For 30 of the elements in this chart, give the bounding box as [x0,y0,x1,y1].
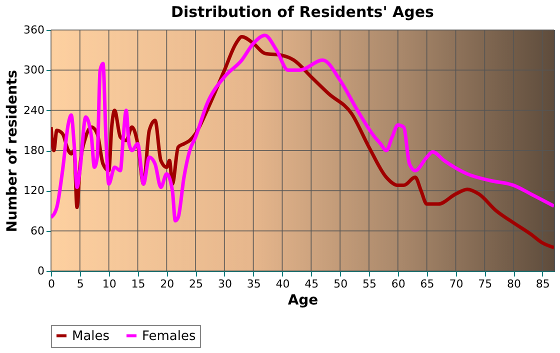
x-tick-label: 70 [449,278,464,290]
x-axis-title: Age [288,292,318,308]
x-tick-label: 30 [218,278,232,290]
x-tick-label: 80 [507,278,522,290]
y-tick-label: 60 [30,224,44,238]
x-tick-label: 0 [48,278,55,290]
y-tick-label: 0 [38,264,44,278]
x-tick-label: 15 [131,278,146,290]
x-tick-label: 40 [276,278,290,290]
y-tick-label: 360 [24,24,44,36]
y-axis-title: Number of residents [4,70,21,232]
x-tick-label: 50 [334,278,348,290]
x-tick-label: 85 [536,278,550,290]
x-tick-label: 65 [420,278,434,290]
x-tick-label: 10 [102,278,116,290]
x-tick-label: 75 [478,278,492,290]
x-tick-label: 20 [160,278,174,290]
legend-label: Females [142,328,196,344]
x-tick-label: 55 [362,278,376,290]
x-tick-label: 45 [304,278,319,290]
x-tick-label: 60 [391,278,406,290]
x-tick-label: 25 [189,278,204,290]
y-tick-label: 240 [24,104,44,117]
legend-label: Males [72,328,110,344]
y-tick-label: 120 [24,184,44,198]
x-tick-label: 35 [246,278,261,290]
y-tick-label: 180 [24,144,44,157]
chart-title: Distribution of Residents' Ages [171,3,434,21]
x-tick-label: 5 [76,278,84,290]
y-tick-label: 300 [24,64,44,77]
